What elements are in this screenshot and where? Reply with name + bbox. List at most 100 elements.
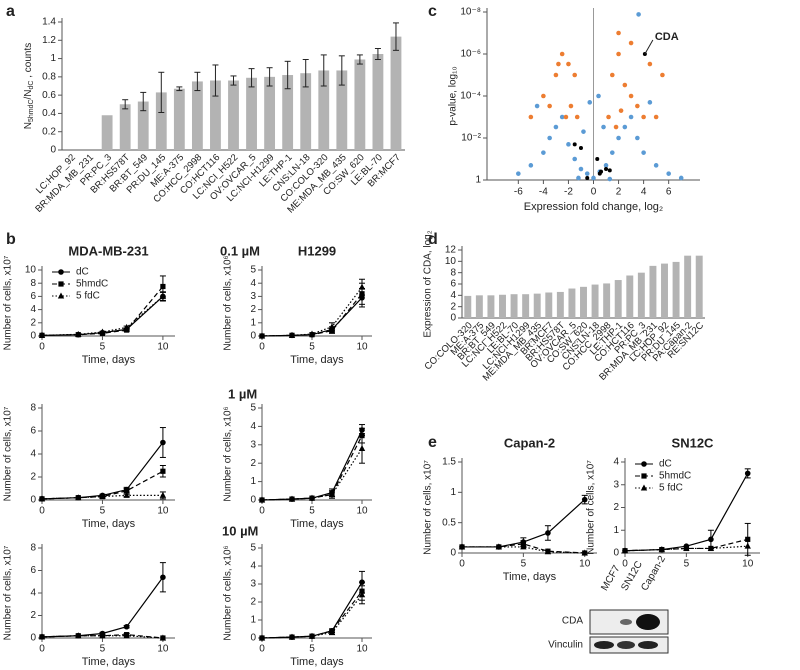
point	[628, 40, 634, 46]
series-line	[624, 545, 748, 552]
band	[620, 619, 632, 625]
point	[601, 124, 606, 130]
bar	[228, 80, 239, 150]
y-axis-label: Number of cells, x10⁶	[223, 406, 234, 501]
concentration-label: 10 µM	[222, 523, 258, 538]
legend-marker	[640, 484, 648, 491]
y-axis-label: Number of cells, x10⁷	[423, 460, 434, 555]
y-tick-label: 0	[30, 331, 36, 342]
legend-label: dC	[659, 459, 672, 470]
chart-title: SN12C	[672, 435, 715, 450]
point	[566, 61, 571, 67]
point	[585, 175, 590, 180]
marker	[258, 634, 266, 641]
point	[591, 175, 596, 181]
y-axis-label: Number of cells, x10⁶	[223, 545, 234, 640]
y-tick-label: 2	[450, 301, 456, 312]
series-line	[41, 286, 164, 336]
bar	[101, 115, 113, 150]
x-tick-label: 0	[259, 644, 265, 655]
y-tick-label: 4	[250, 278, 256, 289]
legend-marker	[641, 473, 647, 479]
point	[578, 146, 583, 151]
y-tick-label: 2	[250, 597, 256, 608]
y-tick-label: 2	[250, 304, 256, 315]
marker	[160, 439, 166, 446]
x-axis-label: Time, days	[290, 656, 344, 668]
marker	[160, 283, 166, 290]
marker	[744, 542, 751, 549]
y-tick-label: 0	[250, 633, 256, 644]
error-bar	[356, 54, 363, 65]
marker	[75, 632, 82, 639]
y-tick-label: 6	[30, 291, 36, 302]
marker	[159, 292, 167, 299]
bar	[390, 36, 402, 150]
point	[616, 30, 621, 36]
y-tick-label: 4	[250, 421, 256, 432]
point	[635, 135, 640, 141]
error-bar	[284, 60, 291, 90]
y-tick-label: 3	[250, 439, 256, 450]
y-tick-label: 2	[613, 502, 619, 513]
point	[541, 93, 546, 99]
x-tick-label: 5	[309, 506, 315, 517]
marker	[99, 632, 106, 639]
legend-label: 5hmdC	[76, 279, 108, 290]
legend-marker	[641, 461, 647, 467]
x-axis-label: Time, days	[290, 354, 344, 366]
point	[578, 166, 584, 172]
series-line	[261, 590, 363, 639]
bar	[475, 295, 483, 318]
point	[636, 12, 641, 17]
bar	[614, 280, 622, 318]
y-tick-label: 6	[30, 426, 36, 437]
y-tick-label: 8	[30, 278, 36, 289]
marker	[123, 491, 130, 498]
bar	[119, 104, 131, 150]
y-tick-label: 0	[613, 548, 619, 559]
bar	[556, 291, 564, 318]
error-bar	[158, 71, 165, 114]
series-line	[624, 473, 749, 552]
x-tick-label: 2	[616, 187, 622, 198]
bar	[637, 272, 645, 318]
bar	[626, 275, 634, 318]
y-tick-label: 0.4	[42, 108, 56, 119]
series-line	[41, 576, 164, 638]
y-tick-label: 1	[50, 53, 56, 64]
annotation: CDA	[655, 31, 679, 43]
bar	[672, 261, 680, 318]
point	[559, 114, 565, 120]
y-tick-label: 0	[250, 331, 256, 342]
lane-label: Capan-2	[639, 554, 668, 593]
point	[607, 176, 613, 182]
error-bar	[140, 91, 147, 112]
point	[566, 142, 571, 147]
y-tick-label: 0.2	[42, 126, 56, 137]
legend-marker	[57, 292, 65, 299]
lane-label: MCF7	[599, 563, 622, 592]
marker	[745, 536, 751, 542]
x-tick-label: 4	[641, 187, 647, 198]
point	[603, 163, 609, 168]
y-tick-label: 0	[450, 548, 456, 559]
y-label-part: , counts	[23, 43, 34, 81]
y-label-part: /N	[23, 89, 34, 99]
y-tick-label: 0	[450, 313, 456, 324]
x-tick-label: 5	[309, 342, 315, 353]
y-axis-label: Number of cells, x10⁷	[3, 406, 14, 501]
concentration-label: 1 µM	[228, 386, 257, 401]
x-axis-label: Expression fold change, log₂	[524, 201, 663, 213]
y-tick-label: 0.5	[442, 517, 456, 528]
marker	[75, 330, 82, 337]
x-tick-label: 10	[157, 506, 169, 517]
point	[606, 114, 611, 120]
series-line	[261, 448, 363, 501]
point	[647, 61, 653, 67]
bar	[649, 265, 657, 318]
point	[613, 124, 619, 130]
point	[528, 163, 534, 168]
panel-letter: a	[6, 3, 15, 20]
